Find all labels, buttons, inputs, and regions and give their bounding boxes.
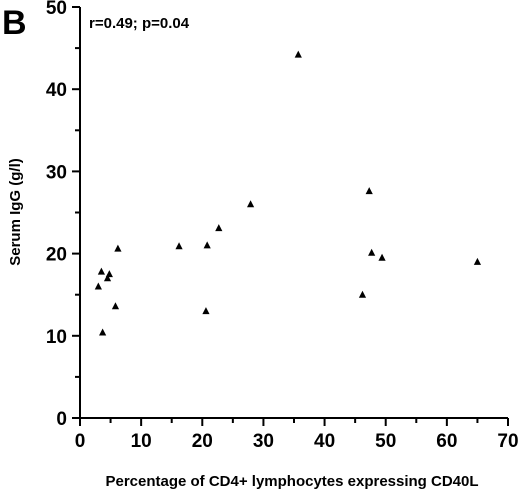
y-tick-label: 30 <box>46 162 67 183</box>
data-point-triangle <box>365 187 373 195</box>
x-axis-ticks: 0 10 20 30 40 50 60 70 <box>75 418 519 452</box>
data-point-triangle <box>215 224 223 232</box>
y-axis-ticks: 0 10 20 30 40 50 <box>46 0 80 430</box>
x-tick-label: 70 <box>497 431 518 452</box>
y-tick-label: 10 <box>46 327 67 348</box>
x-tick-label: 30 <box>253 431 274 452</box>
data-point-triangle <box>97 267 105 275</box>
data-point-triangle <box>103 274 112 282</box>
data-points <box>94 50 482 336</box>
x-tick-label: 10 <box>131 431 152 452</box>
data-point-triangle <box>246 200 255 208</box>
data-point-triangle <box>358 290 367 298</box>
data-point-triangle <box>105 270 113 278</box>
panel-label: B <box>2 4 27 42</box>
y-tick-label: 40 <box>46 80 67 101</box>
x-axis-title: Percentage of CD4+ lymphocytes expressin… <box>105 473 478 490</box>
x-tick-label: 60 <box>436 431 457 452</box>
data-point-triangle <box>114 244 122 252</box>
x-tick-label: 40 <box>314 431 335 452</box>
x-tick-label: 0 <box>75 431 86 452</box>
data-point-triangle <box>294 50 302 58</box>
x-tick-label: 20 <box>192 431 213 452</box>
x-tick-label: 50 <box>375 431 396 452</box>
data-point-triangle <box>202 307 210 315</box>
data-point-triangle <box>94 282 102 290</box>
data-point-triangle <box>378 253 386 261</box>
y-tick-label: 0 <box>56 409 67 430</box>
y-tick-label: 50 <box>46 0 67 19</box>
data-point-triangle <box>473 257 482 265</box>
data-point-triangle <box>99 328 107 336</box>
data-point-triangle <box>203 241 211 249</box>
data-point-triangle <box>368 248 376 256</box>
y-axis-title: Serum IgG (g/l) <box>7 158 24 266</box>
data-point-triangle <box>175 242 183 250</box>
correlation-annotation: r=0.49; p=0.04 <box>89 15 190 32</box>
data-point-triangle <box>111 302 120 310</box>
y-tick-label: 20 <box>46 245 67 266</box>
